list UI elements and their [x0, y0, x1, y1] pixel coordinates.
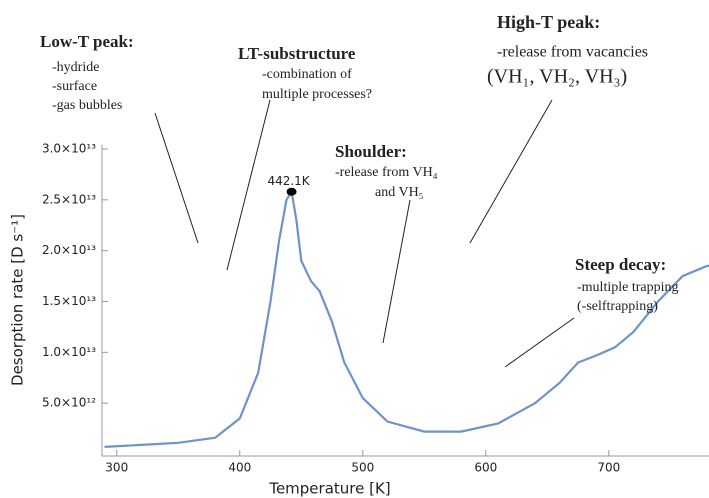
- y-axis-label: Desorption rate [D s⁻¹]: [9, 214, 27, 386]
- y-tick-label: 2.0×10¹³: [42, 243, 96, 257]
- data-line: [104, 188, 709, 448]
- annotation-line: -hydride: [52, 60, 99, 75]
- leader-line: [154, 112, 199, 244]
- y-tick-label: 1.5×10¹³: [42, 294, 96, 308]
- annotation-line: (VH₁, VH₂, VH₃): [487, 66, 627, 88]
- annotation-title: Shoulder:: [335, 142, 407, 161]
- annotation-title: High-T peak:: [497, 12, 600, 32]
- annotation-line: -combination of: [262, 67, 352, 82]
- leader-line: [504, 317, 575, 368]
- y-tick-label: 5.0×10¹²: [42, 396, 96, 410]
- y-tick-label: 1.0×10¹³: [42, 345, 96, 359]
- x-tick-label: 400: [228, 461, 251, 475]
- x-tick-label: 500: [351, 461, 374, 475]
- x-tick-label: 300: [105, 461, 128, 475]
- x-axis-label: Temperature [K]: [268, 480, 390, 498]
- y-tick-label: 2.5×10¹³: [42, 192, 96, 206]
- annotation-title: LT-substructure: [238, 44, 356, 63]
- leader-line: [382, 199, 411, 344]
- annotation-line: -release from VH₄: [335, 165, 438, 180]
- y-tick-label: 3.0×10¹³: [42, 142, 96, 156]
- leader-line: [226, 99, 271, 271]
- x-tick-label: 700: [597, 461, 620, 475]
- annotation-line: -release from vacancies: [497, 44, 648, 61]
- leader-line: [469, 99, 553, 244]
- annotation-line: and VH₅: [375, 185, 424, 200]
- annotation-title: Steep decay:: [575, 255, 666, 274]
- annotation-line: multiple processes?: [262, 87, 372, 102]
- annotation-line: (-selftrapping): [577, 299, 658, 314]
- annotation-line: -surface: [52, 79, 97, 94]
- peak-marker: [286, 187, 297, 196]
- annotation-line: -gas bubbles: [52, 98, 122, 113]
- peak-label: 442.1K: [267, 174, 310, 188]
- annotation-title: Low-T peak:: [40, 32, 134, 51]
- annotation-line: -multiple trapping: [577, 280, 678, 295]
- x-tick-label: 600: [474, 461, 497, 475]
